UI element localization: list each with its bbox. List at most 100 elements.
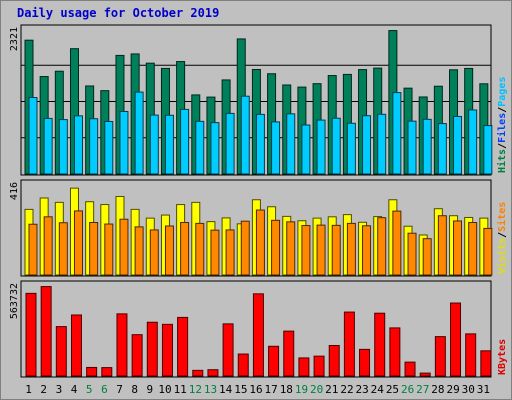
legend-entry: Pages [497, 77, 508, 107]
bar-sites [89, 222, 99, 276]
x-tick-label: 10 [158, 383, 171, 396]
bar-kbytes [298, 357, 310, 377]
x-tick-label: 18 [280, 383, 293, 396]
bar-kbytes [465, 333, 477, 377]
x-tick-label: 8 [131, 383, 138, 396]
bar-kbytes [450, 302, 462, 377]
x-tick-label: 25 [386, 383, 399, 396]
bar-sites [104, 223, 114, 276]
bar-kbytes [86, 366, 98, 377]
x-tick-label: 20 [310, 383, 323, 396]
bar-sites [316, 224, 326, 276]
bar-pages [89, 118, 99, 175]
legend-entry: Files [496, 113, 508, 143]
legend-entry: / [497, 232, 508, 238]
panel-kbytes: 563732 KBytes [9, 280, 508, 378]
x-tick-label: 27 [416, 383, 429, 396]
x-tick-label: 4 [71, 383, 78, 396]
bar-sites [119, 218, 129, 276]
bar-pages [255, 113, 265, 175]
bar-sites [58, 222, 68, 276]
axis-max-label: 2321 [9, 27, 20, 51]
bar-kbytes [237, 353, 249, 377]
bar-sites [271, 219, 281, 276]
bar-kbytes [268, 345, 280, 377]
bar-sites [164, 225, 174, 276]
x-tick-label: 19 [295, 383, 308, 396]
bar-sites [255, 209, 265, 276]
bar-sites [28, 223, 38, 276]
bar-sites [240, 220, 250, 276]
bar-kbytes [101, 367, 113, 377]
bar-pages [437, 123, 447, 175]
bar-kbytes [283, 330, 295, 377]
bar-pages [119, 110, 129, 175]
x-axis-labels: 1 2 3 4 5 6 7 8 9 10 11 12 13 14 15 16 17 18 19 20 21 22 23 24 2… [25, 383, 490, 396]
bar-kbytes [374, 312, 386, 377]
x-tick-label: 26 [401, 383, 414, 396]
bar-pages [240, 95, 250, 175]
bar-pages [164, 114, 174, 175]
bar-pages [73, 115, 83, 175]
bar-sites [73, 210, 83, 276]
x-tick-label: 23 [356, 383, 369, 396]
bar-sites [453, 220, 463, 276]
bar-kbytes [70, 314, 82, 377]
legend-entry: / [497, 107, 508, 113]
bar-pages [104, 120, 114, 175]
legend-entry: Hits [496, 149, 508, 173]
bar-kbytes [131, 334, 143, 377]
bar-kbytes [252, 293, 264, 377]
bar-pages [301, 124, 311, 175]
x-tick-label: 3 [56, 383, 63, 396]
bar-pages [346, 122, 356, 175]
legend: KBytes [497, 339, 508, 375]
bar-kbytes [359, 348, 371, 377]
x-tick-label: 9 [147, 383, 154, 396]
x-tick-label: 30 [462, 383, 475, 396]
bar-pages [316, 119, 326, 175]
x-tick-label: 28 [431, 383, 444, 396]
bar-sites [422, 238, 432, 276]
bar-sites [407, 232, 417, 276]
bar-sites [468, 222, 478, 276]
x-tick-label: 29 [446, 383, 459, 396]
bar-sites [286, 221, 296, 276]
bar-sites [210, 229, 220, 276]
bar-pages [407, 120, 417, 175]
legend-entry: Sites [496, 202, 508, 232]
x-tick-label: 17 [265, 383, 278, 396]
bar-pages [377, 113, 387, 175]
bar-sites [331, 224, 341, 276]
legend-entry: Visits [496, 238, 508, 274]
bar-pages [362, 115, 372, 175]
legend-entry: KBytes [497, 339, 508, 375]
bar-kbytes [222, 323, 234, 377]
bar-kbytes [146, 321, 158, 377]
bar-kbytes [389, 327, 401, 377]
x-tick-label: 22 [340, 383, 353, 396]
bar-pages [271, 121, 281, 175]
bar-sites [195, 222, 205, 276]
bar-sites [180, 222, 190, 276]
bar-pages [43, 117, 53, 175]
bar-pages [468, 109, 478, 175]
x-tick-label: 21 [325, 383, 338, 396]
bar-kbytes [192, 369, 204, 377]
bar-kbytes [116, 313, 128, 377]
bar-kbytes [404, 361, 416, 377]
bar-sites [346, 222, 356, 276]
bar-kbytes [480, 350, 492, 377]
bar-kbytes [343, 311, 355, 377]
bar-kbytes [55, 326, 67, 377]
bar-pages [392, 92, 402, 175]
bar-pages [28, 97, 38, 175]
legend-entry: / [497, 143, 508, 149]
bar-pages [483, 125, 493, 175]
bar-kbytes [328, 344, 340, 377]
x-tick-label: 31 [477, 383, 490, 396]
bar-pages [225, 112, 235, 175]
axis-max-label: 416 [9, 182, 20, 200]
